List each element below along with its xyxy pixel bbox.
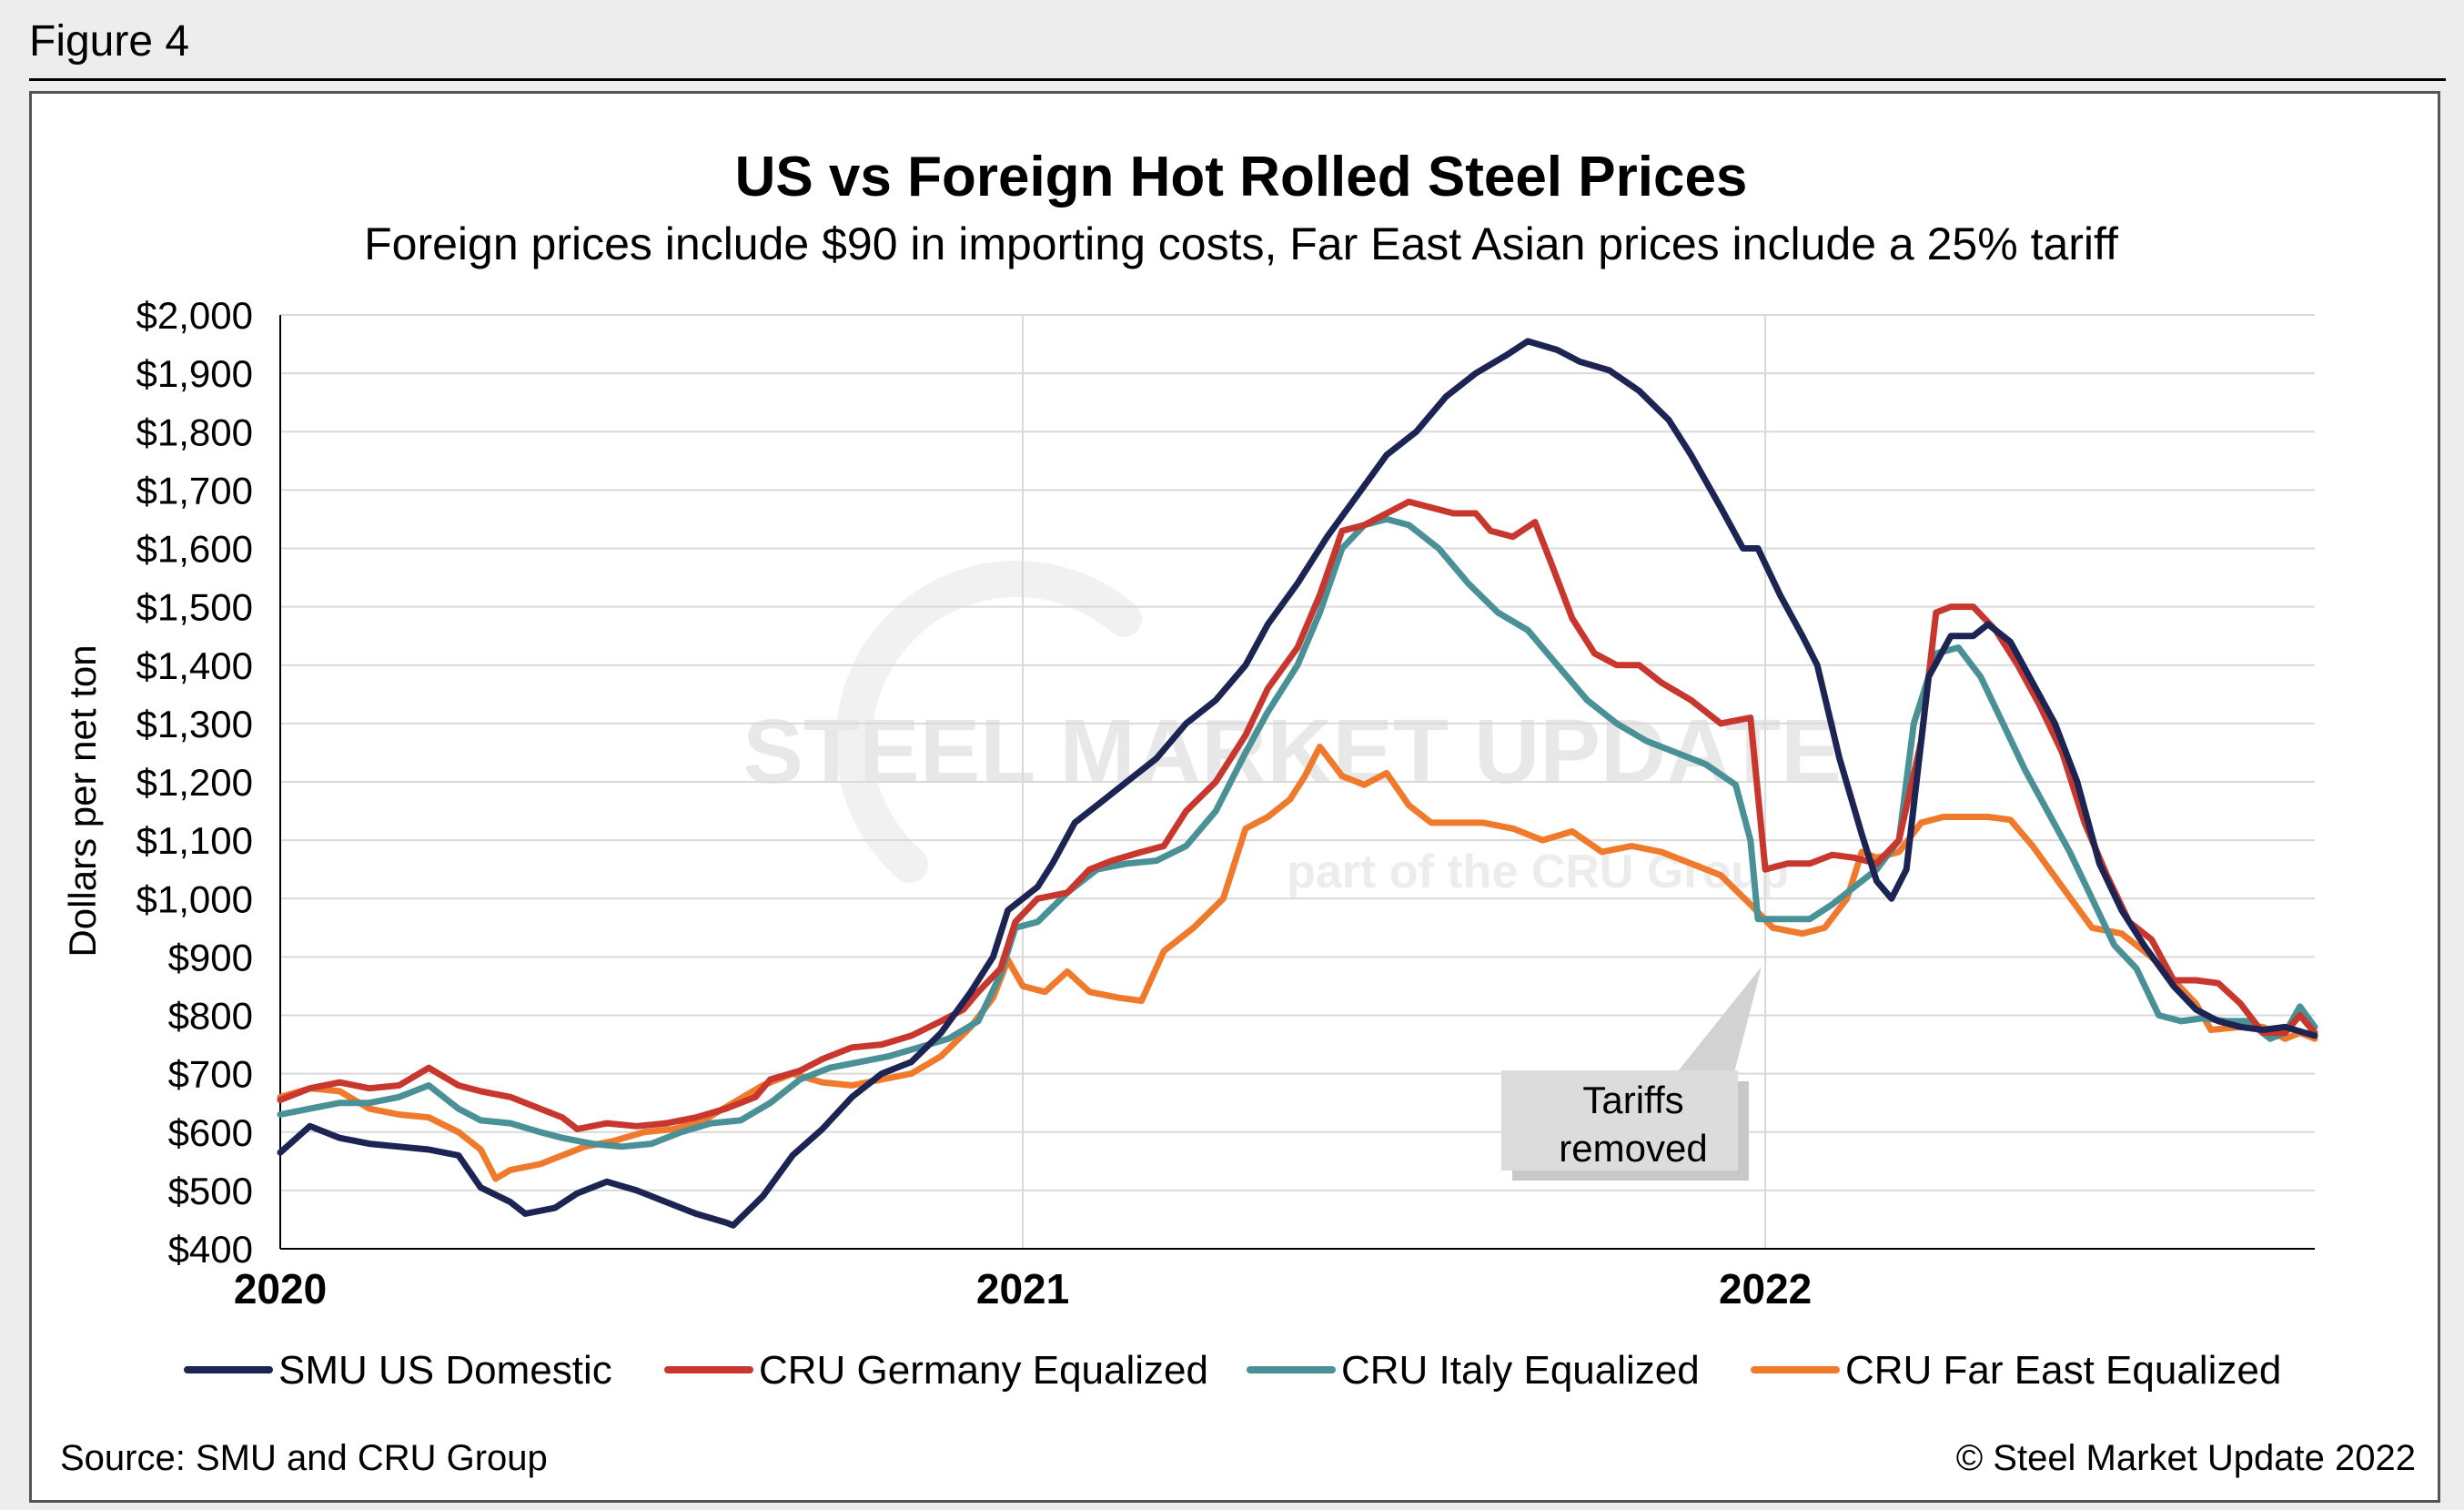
y-tick-label: $1,500 [136,586,253,629]
series-line-cru-italy-equalized [277,515,2318,1150]
legend: SMU US Domestic CRU Germany Equalized CRU … [184,1348,2281,1393]
legend-label-cru-far-east-equalized: CRU Far East Equalized [1845,1348,2281,1393]
legend-label-smu-us-domestic: SMU US Domestic [278,1348,612,1393]
y-tick-label: $1,800 [136,410,253,453]
callout-pointer [1674,967,1762,1076]
y-tick-label: $400 [168,1228,253,1271]
legend-label-cru-germany-equalized: CRU Germany Equalized [759,1348,1208,1393]
axes [279,315,2315,1250]
y-tick-label: $800 [168,995,253,1038]
x-tick-labels: 2020 2021 2022 [234,1265,1812,1312]
chart-title: US vs Foreign Hot Rolled Steel Prices [735,146,1748,208]
legend-label-cru-italy-equalized: CRU Italy Equalized [1341,1348,1700,1393]
y-tick-label: $1,100 [136,819,253,862]
x-tick-label: 2021 [976,1265,1069,1312]
callout-line1: Tariffs [1582,1079,1683,1121]
y-tick-label: $1,400 [136,644,253,687]
x-tick-label: 2020 [234,1265,327,1312]
watermark-swoosh [835,561,1142,883]
y-tick-label: $1,600 [136,528,253,571]
y-tick-labels: $400 $500 $600 $700 $800 $900 $1,000 $1,100 $1,2… [136,294,253,1271]
y-tick-label: $1,900 [136,352,253,395]
source-note: Source: SMU and CRU Group [60,1438,548,1478]
callout-box [1501,1070,1738,1171]
copyright-note: © Steel Market Update 2022 [1956,1438,2416,1478]
y-tick-label: $1,300 [136,703,253,745]
y-axis-label: Dollars per net ton [61,644,104,957]
callout-line2: removed [1559,1127,1707,1170]
figure-label: Figure 4 [29,17,190,66]
y-tick-label: $1,000 [136,877,253,920]
y-tick-label: $500 [168,1170,253,1212]
y-tick-label: $700 [168,1053,253,1096]
y-tick-label: $900 [168,936,253,978]
series-line-cru-germany-equalized [277,498,2318,1132]
y-tick-label: $600 [168,1111,253,1154]
watermark-title: STEEL MARKET UPDATE [742,701,1841,803]
y-tick-label: $1,200 [136,761,253,804]
series-line-smu-us-domestic [277,338,2318,1229]
series-line-cru-far-east-equalized [277,744,2318,1182]
y-tick-label: $1,700 [136,469,253,512]
y-tick-label: $2,000 [136,294,253,337]
x-tick-label: 2022 [1719,1265,1812,1312]
figure-divider [29,78,2446,81]
watermark: STEEL MARKET UPDATE part of the CRU Grou… [742,561,1842,898]
series-lines [277,338,2318,1229]
chart-subtitle: Foreign prices include $90 in importing … [364,218,2118,269]
tariffs-callout: Tariffs removed [1501,967,1762,1181]
